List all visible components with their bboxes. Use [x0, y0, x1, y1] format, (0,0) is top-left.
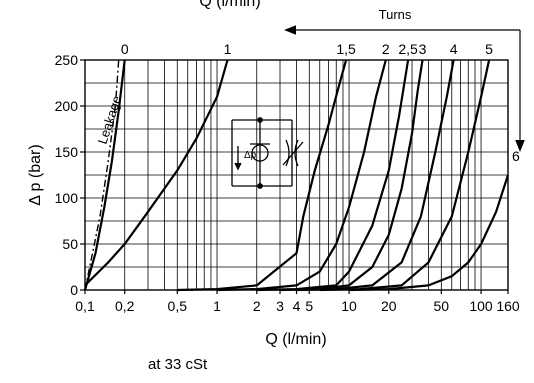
curve-label: 6: [512, 148, 520, 164]
y-tick-label: 200: [55, 98, 79, 114]
x-tick-label: 5: [305, 298, 313, 314]
viscosity-note: at 33 cSt: [148, 356, 207, 373]
y-ticks: 0 50 100 150 200 250: [55, 52, 85, 298]
x-tick-label: 4: [293, 298, 301, 314]
x-tick-label: 160: [496, 298, 520, 314]
y-tick-label: 150: [55, 144, 79, 160]
x-tick-label: 100: [469, 298, 493, 314]
curve-label: 2: [382, 41, 390, 57]
x-tick-label: 0,2: [115, 298, 135, 314]
curve-label: 0: [121, 41, 129, 57]
x-tick-label: 20: [381, 298, 397, 314]
leakage-label: Leakage: [95, 94, 125, 146]
x-tick-label: 10: [341, 298, 357, 314]
curve-label: 5: [485, 41, 493, 57]
throttle-check-valve-symbol: [232, 118, 303, 188]
delta-p-symbol-label: Δp: [244, 150, 257, 161]
x-ticks: 0,1 0,2 0,5 1 2 3 4 5 10 20 50 100 160: [75, 290, 520, 314]
y-tick-label: 50: [62, 236, 78, 252]
grid: [85, 60, 508, 290]
x-tick-label: 50: [434, 298, 450, 314]
top-title: Q (l/min): [199, 0, 260, 10]
y-tick-label: 100: [55, 190, 79, 206]
x-tick-label: 0,5: [168, 298, 188, 314]
x-tick-label: 3: [276, 298, 284, 314]
curve-label: 3: [419, 41, 427, 57]
y-tick-label: 250: [55, 52, 79, 68]
turns-label: Turns: [379, 7, 412, 22]
x-axis-label: Q (l/min): [265, 331, 326, 348]
curve-label: 1: [224, 41, 232, 57]
x-tick-label: 2: [253, 298, 261, 314]
curve-1: [85, 60, 228, 285]
y-axis-label: Δ p (bar): [27, 144, 44, 205]
curve-label: 4: [450, 41, 458, 57]
curve-label: 1,5: [336, 41, 356, 57]
x-tick-label: 0,1: [75, 298, 95, 314]
curve-label: 2,5: [398, 41, 418, 57]
x-tick-label: 1: [213, 298, 221, 314]
y-tick-label: 0: [70, 282, 78, 298]
